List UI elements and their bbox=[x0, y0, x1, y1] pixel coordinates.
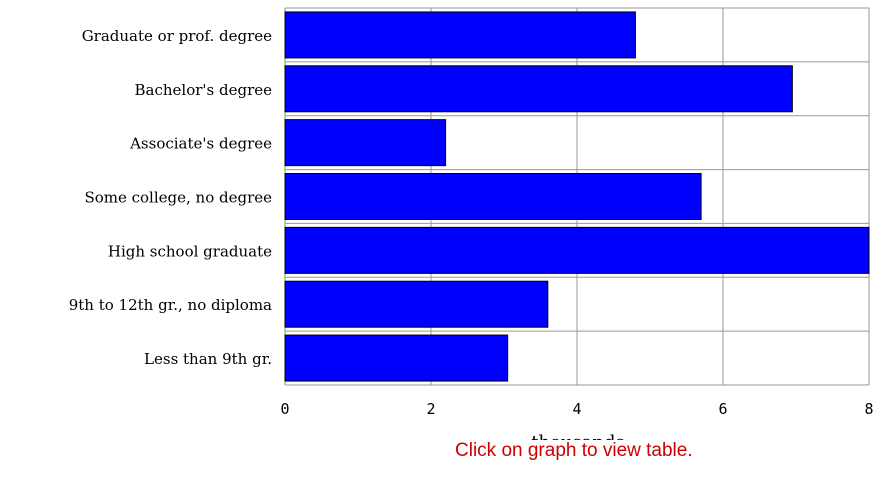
x-tick-label: 2 bbox=[426, 400, 435, 418]
x-tick-labels: 0 2 4 6 8 bbox=[280, 400, 873, 418]
category-label: Less than 9th gr. bbox=[144, 350, 272, 368]
category-label: Bachelor's degree bbox=[135, 81, 273, 99]
category-label: Associate's degree bbox=[129, 135, 272, 153]
category-labels: Graduate or prof. degree Bachelor's degre… bbox=[69, 27, 272, 368]
x-tick-label: 4 bbox=[572, 400, 581, 418]
x-tick-label: 8 bbox=[864, 400, 873, 418]
bar bbox=[284, 65, 793, 113]
bars bbox=[284, 11, 870, 382]
category-label: Some college, no degree bbox=[84, 189, 272, 207]
category-label: Graduate or prof. degree bbox=[82, 27, 272, 45]
x-tick-label: 0 bbox=[280, 400, 289, 418]
bar-chart[interactable]: Graduate or prof. degree Bachelor's degre… bbox=[0, 0, 887, 440]
bar bbox=[284, 280, 549, 328]
view-table-link[interactable]: Click on graph to view table. bbox=[455, 440, 693, 461]
bar bbox=[284, 119, 447, 167]
bar bbox=[284, 334, 509, 382]
x-tick-label: 6 bbox=[718, 400, 727, 418]
x-axis-title: thousands bbox=[531, 432, 625, 440]
bar bbox=[284, 226, 870, 274]
bar bbox=[284, 11, 636, 59]
category-label: High school graduate bbox=[108, 242, 272, 260]
bar bbox=[284, 173, 702, 220]
category-label: 9th to 12th gr., no diploma bbox=[69, 296, 272, 314]
